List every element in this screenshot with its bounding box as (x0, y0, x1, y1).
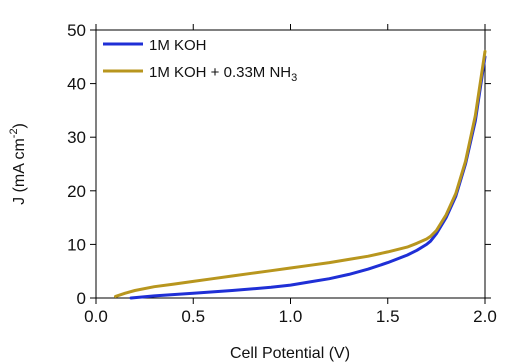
y-axis-title-main: J (mA cm (11, 138, 28, 205)
y-axis-title-close: ) (11, 123, 28, 128)
legend-label-koh-nh3-main: 1M KOH + 0.33M NH (149, 64, 291, 81)
legend-label-koh-nh3-sub: 3 (291, 72, 297, 84)
series-line-koh (129, 55, 487, 300)
y-axis-title: J (mA cm-2) (8, 123, 28, 205)
series-line-koh-nh3 (114, 49, 487, 298)
y-tick-label: 40 (67, 75, 86, 94)
legend-label-koh-nh3: 1M KOH + 0.33M NH3 (149, 64, 297, 84)
y-tick-label: 20 (67, 182, 86, 201)
legend-label-koh: 1M KOH (149, 37, 207, 54)
y-tick-label: 10 (67, 235, 86, 254)
legend: 1M KOH 1M KOH + 0.33M NH3 (103, 37, 297, 84)
x-axis-title: Cell Potential (V) (230, 345, 350, 362)
y-axis-ticks: 0 10 20 30 40 50 (67, 21, 491, 308)
x-tick-label: 1.0 (279, 307, 303, 326)
x-tick-label: 2.0 (473, 307, 497, 326)
x-tick-label: 1.5 (376, 307, 400, 326)
y-tick-label: 30 (67, 128, 86, 147)
x-tick-label: 0.5 (181, 307, 205, 326)
x-axis-ticks: 0.0 0.5 1.0 1.5 2.0 (84, 24, 497, 326)
x-tick-label: 0.0 (84, 307, 108, 326)
y-axis-title-sup: -2 (8, 128, 20, 138)
y-tick-label: 0 (77, 289, 86, 308)
series-layer (114, 49, 487, 300)
y-tick-label: 50 (67, 21, 86, 40)
